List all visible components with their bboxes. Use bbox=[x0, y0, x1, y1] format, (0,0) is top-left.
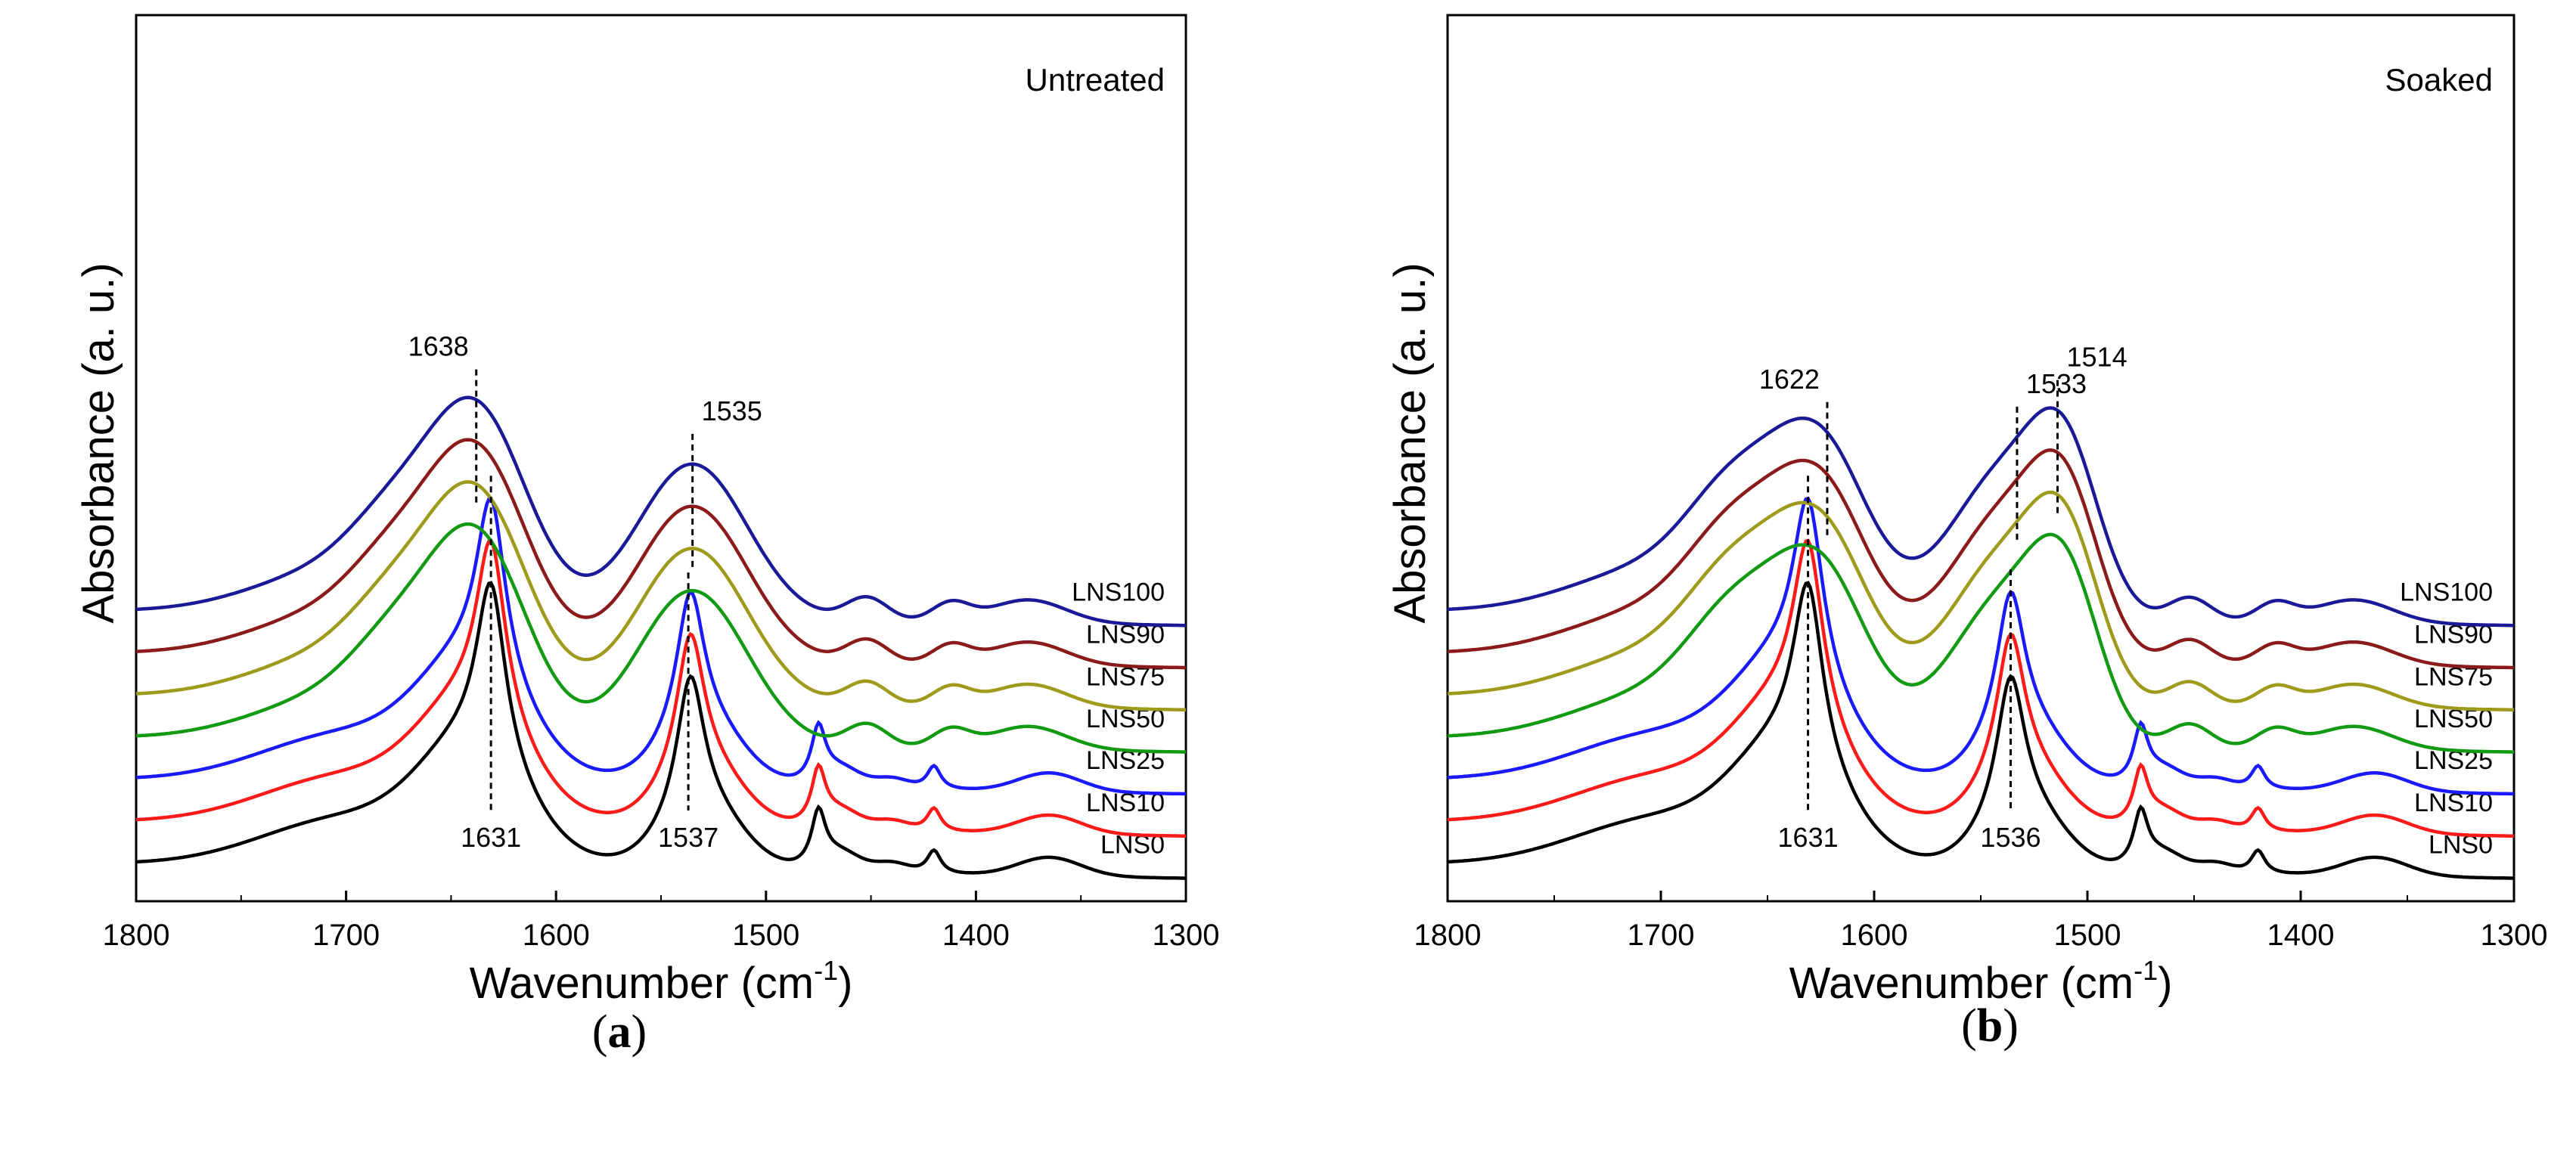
chart-a-series-lns100 bbox=[135, 395, 1186, 628]
chart-a-peak-label-top: 1638 bbox=[408, 331, 469, 362]
chart-a-x-tick-label: 1800 bbox=[103, 919, 170, 952]
chart-a-series-lns50 bbox=[135, 522, 1186, 754]
chart-a-condition-label: Untreated bbox=[1026, 62, 1165, 98]
chart-b-plot-frame bbox=[1446, 14, 2515, 903]
chart-b-series-lns50 bbox=[1447, 532, 2514, 754]
chart-a-x-axis-label: Wavenumber (cm-1) bbox=[470, 955, 853, 1008]
chart-b-peak-label-bottom: 1631 bbox=[1778, 822, 1839, 853]
chart-b-peak-label-bottom: 1536 bbox=[1980, 822, 2041, 853]
chart-b-series-lns10 bbox=[1447, 538, 2515, 838]
chart-a-series-lns90 bbox=[135, 438, 1186, 670]
chart-b-x-tick-label: 1500 bbox=[2054, 919, 2121, 952]
chart-b-series-lns90 bbox=[1447, 448, 2514, 670]
chart-a-peak-label-bottom: 1537 bbox=[658, 822, 718, 853]
chart-a-series-lns25 bbox=[135, 496, 1187, 796]
chart-a-y-axis-label: Absorbance (a. u.) bbox=[74, 262, 123, 623]
chart-b-series-lns25 bbox=[1447, 496, 2515, 796]
chart-b: 1800 1700 1600 1500 1400 1300 Wavenumber (cm-1… bbox=[1386, 14, 2548, 1008]
chart-b-peak-label-top: 1514 bbox=[2067, 342, 2128, 373]
chart-a-series-lns0 bbox=[135, 581, 1187, 880]
chart-b-x-axis-label: Wavenumber (cm-1) bbox=[1789, 955, 2173, 1008]
chart-a-peak-label-top: 1535 bbox=[702, 395, 762, 426]
chart-a-peak-label-bottom: 1631 bbox=[461, 822, 521, 853]
chart-a-plot-frame bbox=[135, 14, 1187, 903]
chart-a-series-lns75 bbox=[135, 480, 1186, 712]
chart-b-x-tick-label: 1300 bbox=[2481, 919, 2548, 952]
chart-a-x-tick-label: 1700 bbox=[312, 919, 380, 952]
chart-b-peak-label-top: 1533 bbox=[2026, 368, 2087, 399]
chart-a-x-tick-label: 1600 bbox=[523, 919, 590, 952]
chart-b-series-lns100 bbox=[1447, 406, 2514, 628]
chart-b-x-tick-label: 1700 bbox=[1628, 919, 1695, 952]
panel-b: 1800 1700 1600 1500 1400 1300 Wavenumber (cm-1… bbox=[1288, 0, 2576, 1153]
chart-b-x-tick-label: 1800 bbox=[1414, 919, 1482, 952]
chart-b-peak-label-top: 1622 bbox=[1759, 364, 1820, 395]
chart-a: 1800 1700 1600 1500 1400 1300 Wavenumber (cm-1… bbox=[74, 14, 1220, 1008]
caption-b: (b) bbox=[1961, 1000, 2019, 1052]
chart-a-legend-lns100: LNS100 bbox=[1072, 578, 1165, 607]
chart-a-x-tick-label: 1400 bbox=[942, 919, 1010, 952]
chart-b-condition-label: Soaked bbox=[2385, 62, 2493, 98]
chart-b-legend-lns100: LNS100 bbox=[2400, 578, 2493, 607]
chart-a-x-tick-label: 1500 bbox=[732, 919, 799, 952]
chart-a-series-lns10 bbox=[135, 538, 1187, 838]
chart-b-x-tick-label: 1400 bbox=[2267, 919, 2335, 952]
chart-b-y-axis-label: Absorbance (a. u.) bbox=[1386, 262, 1435, 623]
chart-b-x-tick-label: 1600 bbox=[1841, 919, 1908, 952]
chart-a-x-tick-label: 1300 bbox=[1153, 919, 1220, 952]
panel-a: 1800 1700 1600 1500 1400 1300 Wavenumber (cm-1… bbox=[74, 14, 1220, 1008]
chart-b-series-lns75 bbox=[1447, 490, 2514, 712]
chart-b-series-lns0 bbox=[1447, 581, 2515, 880]
caption-a: (a) bbox=[591, 1006, 647, 1058]
